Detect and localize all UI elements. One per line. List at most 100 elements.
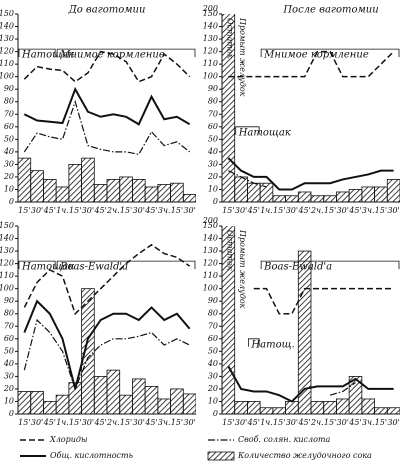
x-tick-label: 30' (387, 206, 399, 215)
bar (336, 191, 350, 202)
y-tick-label: 100 (0, 72, 14, 81)
x-tick-label: 30' (82, 206, 94, 215)
y-tick-label: 110 (203, 59, 218, 68)
y-tick-label: 120 (203, 47, 218, 56)
bar (157, 398, 171, 414)
bar (119, 394, 133, 414)
y-tick-label: 100 (203, 284, 218, 293)
bar (106, 369, 121, 414)
line-dashdot (23, 99, 191, 156)
y-tick-label: 60 (4, 334, 14, 343)
x-tick-label: 45' (348, 206, 361, 215)
annotation: Boas-Ewald'a (263, 262, 332, 273)
y-tick-label: 50 (4, 134, 14, 143)
y-tick-label: 110 (0, 59, 14, 68)
bar (55, 186, 70, 202)
bar (18, 157, 32, 202)
bar (310, 401, 325, 414)
annotation: Мнимое кормление (263, 50, 369, 61)
bar (386, 179, 400, 202)
x-tick-label: 15' (273, 418, 285, 427)
bar (170, 182, 184, 202)
bar (144, 186, 159, 202)
annotation-vertical: Остаток (225, 230, 234, 271)
y-tick-label: 70 (208, 321, 218, 330)
x-tick-label: 30' (31, 206, 43, 215)
bar (93, 184, 108, 202)
bar (336, 398, 350, 414)
bar (247, 182, 261, 202)
y-tick-label: 60 (4, 122, 14, 131)
x-tick-label: 3ч. (158, 418, 171, 427)
x-tick-label: 45' (43, 206, 56, 215)
y-tick-label: 70 (4, 321, 14, 330)
y-tick-label: 90 (208, 296, 218, 305)
bracket (56, 260, 196, 270)
bar (81, 288, 95, 414)
y-tick-label: 80 (208, 309, 218, 318)
bar (222, 14, 236, 202)
annotation: Мнимое кормление (59, 50, 165, 61)
y-tick-label: 130 (203, 246, 218, 255)
y-tick-label: 20 (3, 172, 14, 181)
y-tick-label: 40 (207, 147, 218, 156)
annotation-vertical: Промыт желудок (238, 229, 247, 309)
bracket (56, 48, 196, 58)
bar (18, 391, 32, 414)
y-tick-label: 20 (3, 384, 14, 393)
y-tick-label: 140 (0, 22, 14, 31)
bar (259, 182, 274, 202)
y-tick-label: 80 (208, 97, 218, 106)
bar (30, 170, 44, 202)
x-tick-label: 30' (133, 418, 145, 427)
y-tick-label: 130 (203, 34, 218, 43)
y-tick-label: 20 (207, 172, 218, 181)
legend-label: Своб. солян. кислота (238, 435, 331, 444)
y-tick-label: 90 (208, 84, 218, 93)
plot (222, 14, 400, 202)
x-tick-label: 45' (247, 418, 260, 427)
bar (93, 375, 108, 414)
bar (297, 191, 312, 202)
y-tick-label: 70 (208, 109, 218, 118)
x-tick-label: 45' (144, 206, 157, 215)
line-solid (23, 299, 191, 390)
bar (119, 176, 133, 202)
line-dashdot (329, 382, 356, 396)
bar (68, 163, 82, 202)
x-tick-label: 45' (297, 418, 310, 427)
y-tick-label: 150 (0, 9, 14, 18)
y-tick-label: 10 (4, 184, 14, 193)
x-tick-label: 2ч. (310, 418, 324, 427)
plot (18, 243, 196, 414)
bar (182, 194, 196, 202)
x-tick-label: 15' (120, 418, 132, 427)
y-tick-label: 90 (4, 296, 14, 305)
y-tick-label: 70 (4, 109, 14, 118)
x-tick-label: 15' (69, 418, 81, 427)
y-tick-label: 40 (3, 359, 14, 368)
overflow-label: 200 (202, 4, 218, 13)
x-tick-label: 45' (348, 418, 361, 427)
x-tick-label: 45' (93, 418, 106, 427)
x-tick-label: 30' (337, 418, 349, 427)
y-tick-label: 60 (208, 122, 218, 131)
x-tick-label: 30' (183, 418, 195, 427)
y-tick-label: 30 (208, 371, 218, 380)
x-tick-label: 1ч. (56, 418, 69, 427)
x-tick-label: 30' (82, 418, 94, 427)
x-tick-label: 15' (171, 206, 183, 215)
x-tick-label: 15' (375, 418, 387, 427)
bar (182, 393, 196, 414)
x-tick-label: 15' (18, 206, 30, 215)
y-tick-label: 130 (0, 34, 14, 43)
bar (132, 179, 146, 202)
y-tick-label: 40 (3, 147, 14, 156)
x-tick-label: 15' (171, 418, 183, 427)
y-tick-label: 20 (207, 384, 218, 393)
panel-title: До ваготомии (68, 5, 146, 16)
bar (157, 184, 171, 202)
y-tick-label: 80 (4, 309, 14, 318)
bar (43, 179, 57, 202)
y-tick-label: 150 (203, 221, 218, 230)
